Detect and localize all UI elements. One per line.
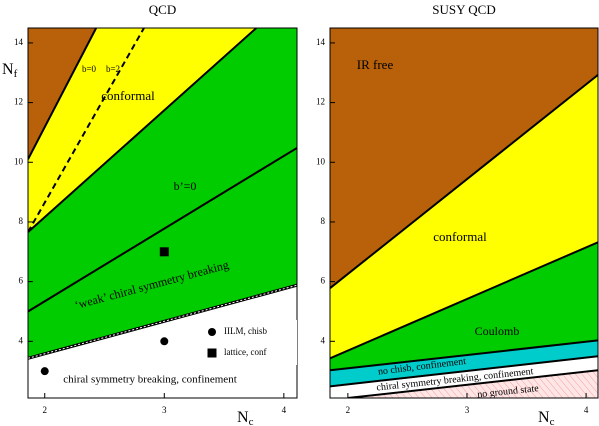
- plot-area: [330, 28, 598, 398]
- region-label: IR free: [357, 57, 394, 72]
- chart-title: QCD: [149, 2, 176, 17]
- region: [330, 356, 598, 398]
- axis-label: Nc: [538, 409, 555, 426]
- axis-label-main: N: [237, 409, 249, 426]
- y-tick-label: 14: [14, 37, 24, 47]
- x-tick-label: 2: [346, 405, 351, 415]
- region-label: b=0: [82, 64, 97, 74]
- y-tick-label: 8: [321, 216, 326, 226]
- y-tick-label: 14: [316, 37, 326, 47]
- y-tick-label: 10: [14, 156, 24, 166]
- axis-label-sub: c: [249, 416, 254, 426]
- region-label: b=2: [106, 64, 120, 74]
- phase-boundary: [28, 28, 258, 233]
- x-tick-label: 4: [584, 405, 589, 415]
- phase-boundary: [28, 28, 145, 233]
- chart-title: SUSY QCD: [432, 2, 495, 17]
- legend-label: IILM, chisb: [224, 326, 267, 336]
- axis-label: Nc: [237, 409, 254, 426]
- point-marker: [160, 337, 169, 346]
- axis-label-sub: f: [14, 68, 18, 80]
- y-tick-label: 10: [316, 156, 326, 166]
- region: [28, 28, 144, 233]
- region: [330, 242, 598, 371]
- phase-boundary: [330, 355, 598, 388]
- phase-boundary: [347, 369, 598, 398]
- phase-boundary: [28, 147, 297, 313]
- region-label: conformal: [433, 229, 487, 244]
- y-tick-label: 6: [321, 276, 326, 286]
- phase-boundary-dots: [28, 284, 297, 359]
- region: [330, 28, 598, 289]
- legend-label: lattice, conf: [224, 347, 266, 357]
- y-tick-label: 4: [19, 335, 24, 345]
- axis-label-sub: c: [550, 416, 555, 426]
- region-label: chiral symmetry breaking, confinement: [63, 374, 237, 386]
- axis-label: Nf: [2, 61, 18, 80]
- region-label: b’=0: [174, 179, 197, 193]
- phase-boundary: [330, 339, 598, 372]
- phase-boundary: [28, 28, 98, 160]
- region: [28, 28, 297, 160]
- y-tick-label: 6: [19, 276, 24, 286]
- legend-marker: [207, 348, 217, 358]
- region: [330, 340, 598, 387]
- region-label: conformal: [101, 88, 155, 103]
- legend-marker: [208, 328, 216, 336]
- point-marker: [159, 247, 169, 257]
- point-marker: [40, 367, 49, 376]
- phase-boundary: [330, 74, 598, 289]
- y-tick-label: 8: [19, 216, 24, 226]
- region-label: Coulomb: [475, 324, 520, 338]
- region: [330, 74, 598, 359]
- y-tick-label: 12: [14, 97, 23, 107]
- phase-boundary: [330, 241, 598, 360]
- plot-frame: [329, 27, 599, 399]
- region: [28, 28, 297, 312]
- y-tick-label: 4: [321, 335, 326, 345]
- axis-label-main: N: [2, 61, 14, 78]
- plot-area: [28, 28, 297, 398]
- x-tick-label: 3: [465, 405, 470, 415]
- x-tick-label: 3: [162, 405, 167, 415]
- region: [330, 370, 598, 398]
- x-tick-label: 2: [42, 405, 47, 415]
- axis-label-main: N: [538, 409, 550, 426]
- y-tick-label: 12: [316, 97, 325, 107]
- plot-frame: [27, 27, 298, 399]
- x-tick-label: 4: [282, 405, 287, 415]
